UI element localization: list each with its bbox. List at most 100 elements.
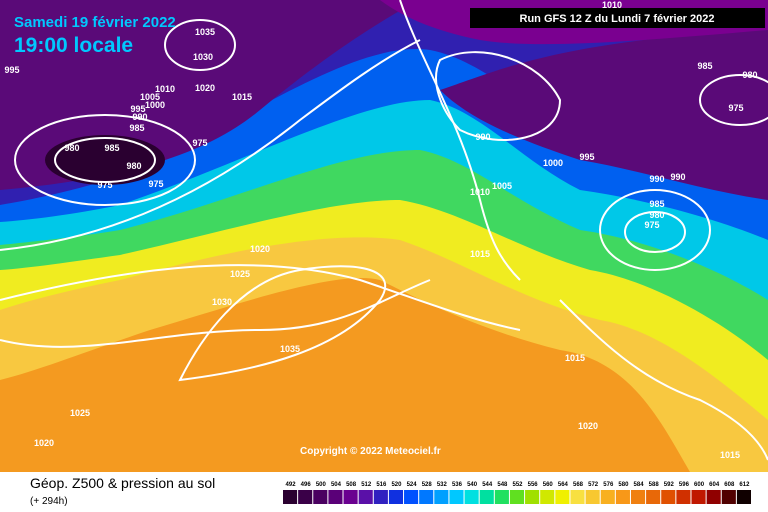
isobar-label: 985 (129, 123, 144, 133)
legend-swatch (313, 490, 328, 504)
legend-label: 604 (709, 482, 720, 488)
legend-label: 560 (543, 482, 554, 488)
isobar-line (699, 74, 768, 126)
isobar-label: 975 (644, 220, 659, 230)
isobar-label: 1030 (212, 297, 232, 307)
isobar-label: 985 (104, 143, 119, 153)
legend-swatch (494, 490, 509, 504)
isobar-line (624, 211, 686, 253)
isobar-label: 985 (649, 199, 664, 209)
legend-swatch (721, 490, 736, 504)
footer-lead: (+ 294h) (30, 496, 68, 507)
legend-label: 500 (316, 482, 327, 488)
isobar-label: 1010 (470, 187, 490, 197)
run-info: Run GFS 12 Z du Lundi 7 février 2022 (520, 13, 715, 25)
legend-swatch (298, 490, 313, 504)
legend-label: 516 (376, 482, 387, 488)
legend-label: 584 (634, 482, 645, 488)
legend-label: 564 (558, 482, 569, 488)
isobar-label: 1020 (578, 421, 598, 431)
legend-swatch (449, 490, 464, 504)
isobar-label: 975 (192, 138, 207, 148)
isobar-label: 1005 (140, 92, 160, 102)
isobar-label: 995 (130, 104, 145, 114)
time: 19:00 locale (14, 34, 133, 57)
isobar-label: 990 (475, 132, 490, 142)
legend-swatch (283, 490, 298, 504)
legend-label: 600 (694, 482, 705, 488)
isobar-line (0, 264, 521, 331)
isobar-label: 990 (670, 172, 685, 182)
legend-label: 512 (361, 482, 372, 488)
isobar-label: 1015 (565, 353, 585, 363)
isobar-label: 980 (742, 70, 757, 80)
isobar-label: 1020 (250, 244, 270, 254)
legend-swatch (343, 490, 358, 504)
isobar-label: 1035 (195, 27, 215, 37)
isobar-label: 1030 (193, 52, 213, 62)
legend-swatch (706, 490, 721, 504)
legend-label: 540 (467, 482, 478, 488)
legend-swatch (328, 490, 343, 504)
isobar-label: 1025 (230, 269, 250, 279)
isobar-label: 975 (97, 180, 112, 190)
zone (440, 30, 768, 200)
legend-swatch (555, 490, 570, 504)
legend-label: 520 (391, 482, 402, 488)
isobar-label: 980 (649, 210, 664, 220)
legend-swatch (646, 490, 661, 504)
isobar-line (435, 51, 562, 141)
date: Samedi 19 février 2022 (14, 14, 176, 31)
isobar-label: 995 (4, 65, 19, 75)
isobar-label: 1015 (720, 450, 740, 460)
isobar-label: 1000 (543, 158, 563, 168)
legend-swatch (464, 490, 479, 504)
legend-label: 528 (422, 482, 433, 488)
isobar-line (164, 19, 236, 71)
legend-swatch (525, 490, 540, 504)
legend-swatch (358, 490, 373, 504)
legend-swatch (419, 490, 434, 504)
legend-swatch (736, 490, 751, 504)
legend-label: 580 (618, 482, 629, 488)
legend-swatch (615, 490, 630, 504)
legend-swatch (479, 490, 494, 504)
legend-label: 504 (331, 482, 342, 488)
legend-label: 612 (739, 482, 750, 488)
legend-swatch (540, 490, 555, 504)
isobar-label: 1010 (602, 0, 622, 10)
isobar-line (399, 0, 521, 281)
legend-label: 568 (573, 482, 584, 488)
isobar-label: 1025 (70, 408, 90, 418)
isobar-label: 995 (579, 152, 594, 162)
isobar-label: 980 (126, 161, 141, 171)
legend-swatch (570, 490, 585, 504)
legend-swatch (600, 490, 615, 504)
legend-swatch (691, 490, 706, 504)
isobar-label: 1000 (145, 100, 165, 110)
legend-swatch (661, 490, 676, 504)
legend-swatch (676, 490, 691, 504)
legend-label: 496 (301, 482, 312, 488)
isobar-label: 1015 (470, 249, 490, 259)
legend-label: 548 (497, 482, 508, 488)
isobar-label: 1010 (155, 84, 175, 94)
isobar-label: 1005 (492, 181, 512, 191)
isobar-label: 980 (64, 143, 79, 153)
legend-label: 596 (679, 482, 690, 488)
legend-swatch (373, 490, 388, 504)
legend-label: 536 (452, 482, 463, 488)
legend-label: 556 (528, 482, 539, 488)
legend-swatch (585, 490, 600, 504)
isobar-label: 1035 (280, 344, 300, 354)
copyright: Copyright © 2022 Meteociel.fr (300, 446, 441, 457)
isobar-label: 1020 (34, 438, 54, 448)
isobar-label: 975 (728, 103, 743, 113)
legend-label: 532 (437, 482, 448, 488)
legend-swatch (404, 490, 419, 504)
isobar-line (0, 279, 431, 348)
run-box (470, 8, 765, 28)
legend-label: 492 (286, 482, 297, 488)
